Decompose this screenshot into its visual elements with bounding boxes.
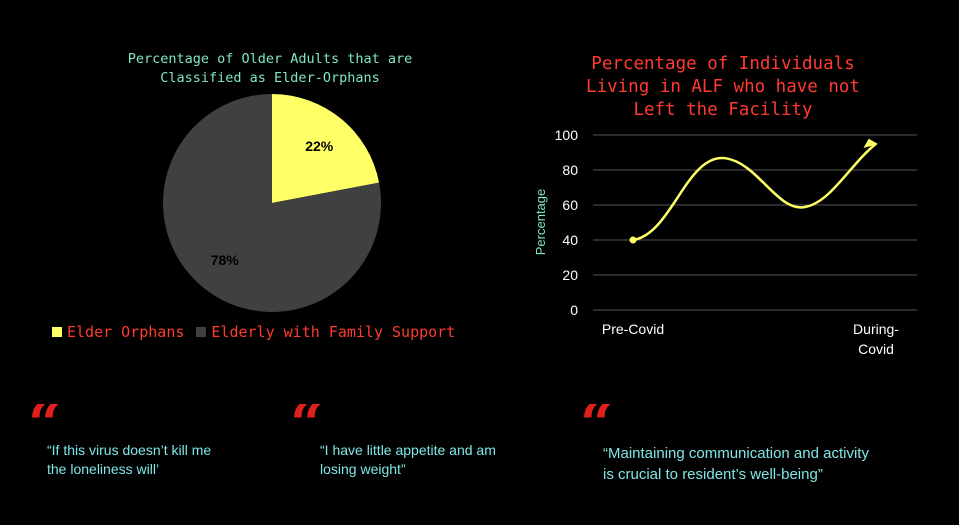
quote-mark-icon: “ bbox=[580, 404, 614, 438]
line-chart-title: Percentage of Individuals Living in ALF … bbox=[560, 53, 886, 122]
quote-1: “If this virus doesn’t kill me the lonel… bbox=[47, 441, 211, 479]
quote-3-line-1: “Maintaining communication and activity bbox=[603, 445, 869, 462]
data-point-start bbox=[629, 236, 637, 244]
legend-label-family-support: Elderly with Family Support bbox=[211, 323, 456, 341]
series-line bbox=[632, 142, 877, 242]
quote-2: “I have little appetite and am losing we… bbox=[320, 441, 496, 479]
x-tick-label: Covid bbox=[858, 341, 894, 357]
quote-1-line-1: “If this virus doesn’t kill me bbox=[47, 442, 212, 458]
y-axis-label: Percentage bbox=[533, 189, 548, 256]
y-tick-label: 0 bbox=[570, 302, 578, 318]
legend-item-family-support: Elderly with Family Support bbox=[196, 323, 455, 341]
y-tick-label: 100 bbox=[555, 127, 579, 143]
line-title-line-2: Living in ALF who have not bbox=[586, 77, 860, 97]
pie-title-line-2: Classified as Elder-Orphans bbox=[160, 70, 380, 86]
pie-chart-title: Percentage of Older Adults that are Clas… bbox=[100, 50, 440, 88]
quote-2-line-2: losing weight” bbox=[320, 461, 406, 477]
y-tick-label: 20 bbox=[562, 267, 578, 283]
legend-swatch-elder-orphans bbox=[52, 327, 62, 337]
pie-label-elderly-with-family-support: 78% bbox=[211, 252, 240, 268]
legend-swatch-family-support bbox=[196, 327, 207, 337]
quote-1-line-2: the loneliness will’ bbox=[47, 461, 160, 477]
pie-legend: Elder Orphans Elderly with Family Suppor… bbox=[52, 323, 467, 341]
quote-mark-icon: “ bbox=[28, 404, 62, 438]
quote-3-line-2: is crucial to resident’s well-being” bbox=[603, 466, 823, 483]
legend-item-elder-orphans: Elder Orphans bbox=[52, 323, 184, 341]
quote-3: “Maintaining communication and activity … bbox=[603, 443, 869, 485]
x-tick-label: Pre-Covid bbox=[602, 321, 664, 337]
y-tick-label: 60 bbox=[562, 197, 578, 213]
quote-2-line-1: “I have little appetite and am bbox=[320, 442, 496, 458]
line-title-line-1: Percentage of Individuals bbox=[591, 54, 855, 74]
line-title-line-3: Left the Facility bbox=[633, 100, 813, 120]
legend-label-elder-orphans: Elder Orphans bbox=[67, 323, 185, 341]
pie-label-elder-orphans: 22% bbox=[305, 138, 334, 154]
pie-title-line-1: Percentage of Older Adults that are bbox=[127, 51, 413, 67]
pie-slice-elder-orphans bbox=[272, 94, 380, 203]
x-tick-label: During- bbox=[853, 321, 899, 337]
quote-mark-icon: “ bbox=[290, 404, 324, 438]
y-tick-label: 40 bbox=[562, 232, 578, 248]
arrow-head-icon bbox=[863, 138, 878, 148]
y-tick-label: 80 bbox=[562, 162, 578, 178]
pie-slice-elderly-with-family-support bbox=[163, 94, 381, 312]
